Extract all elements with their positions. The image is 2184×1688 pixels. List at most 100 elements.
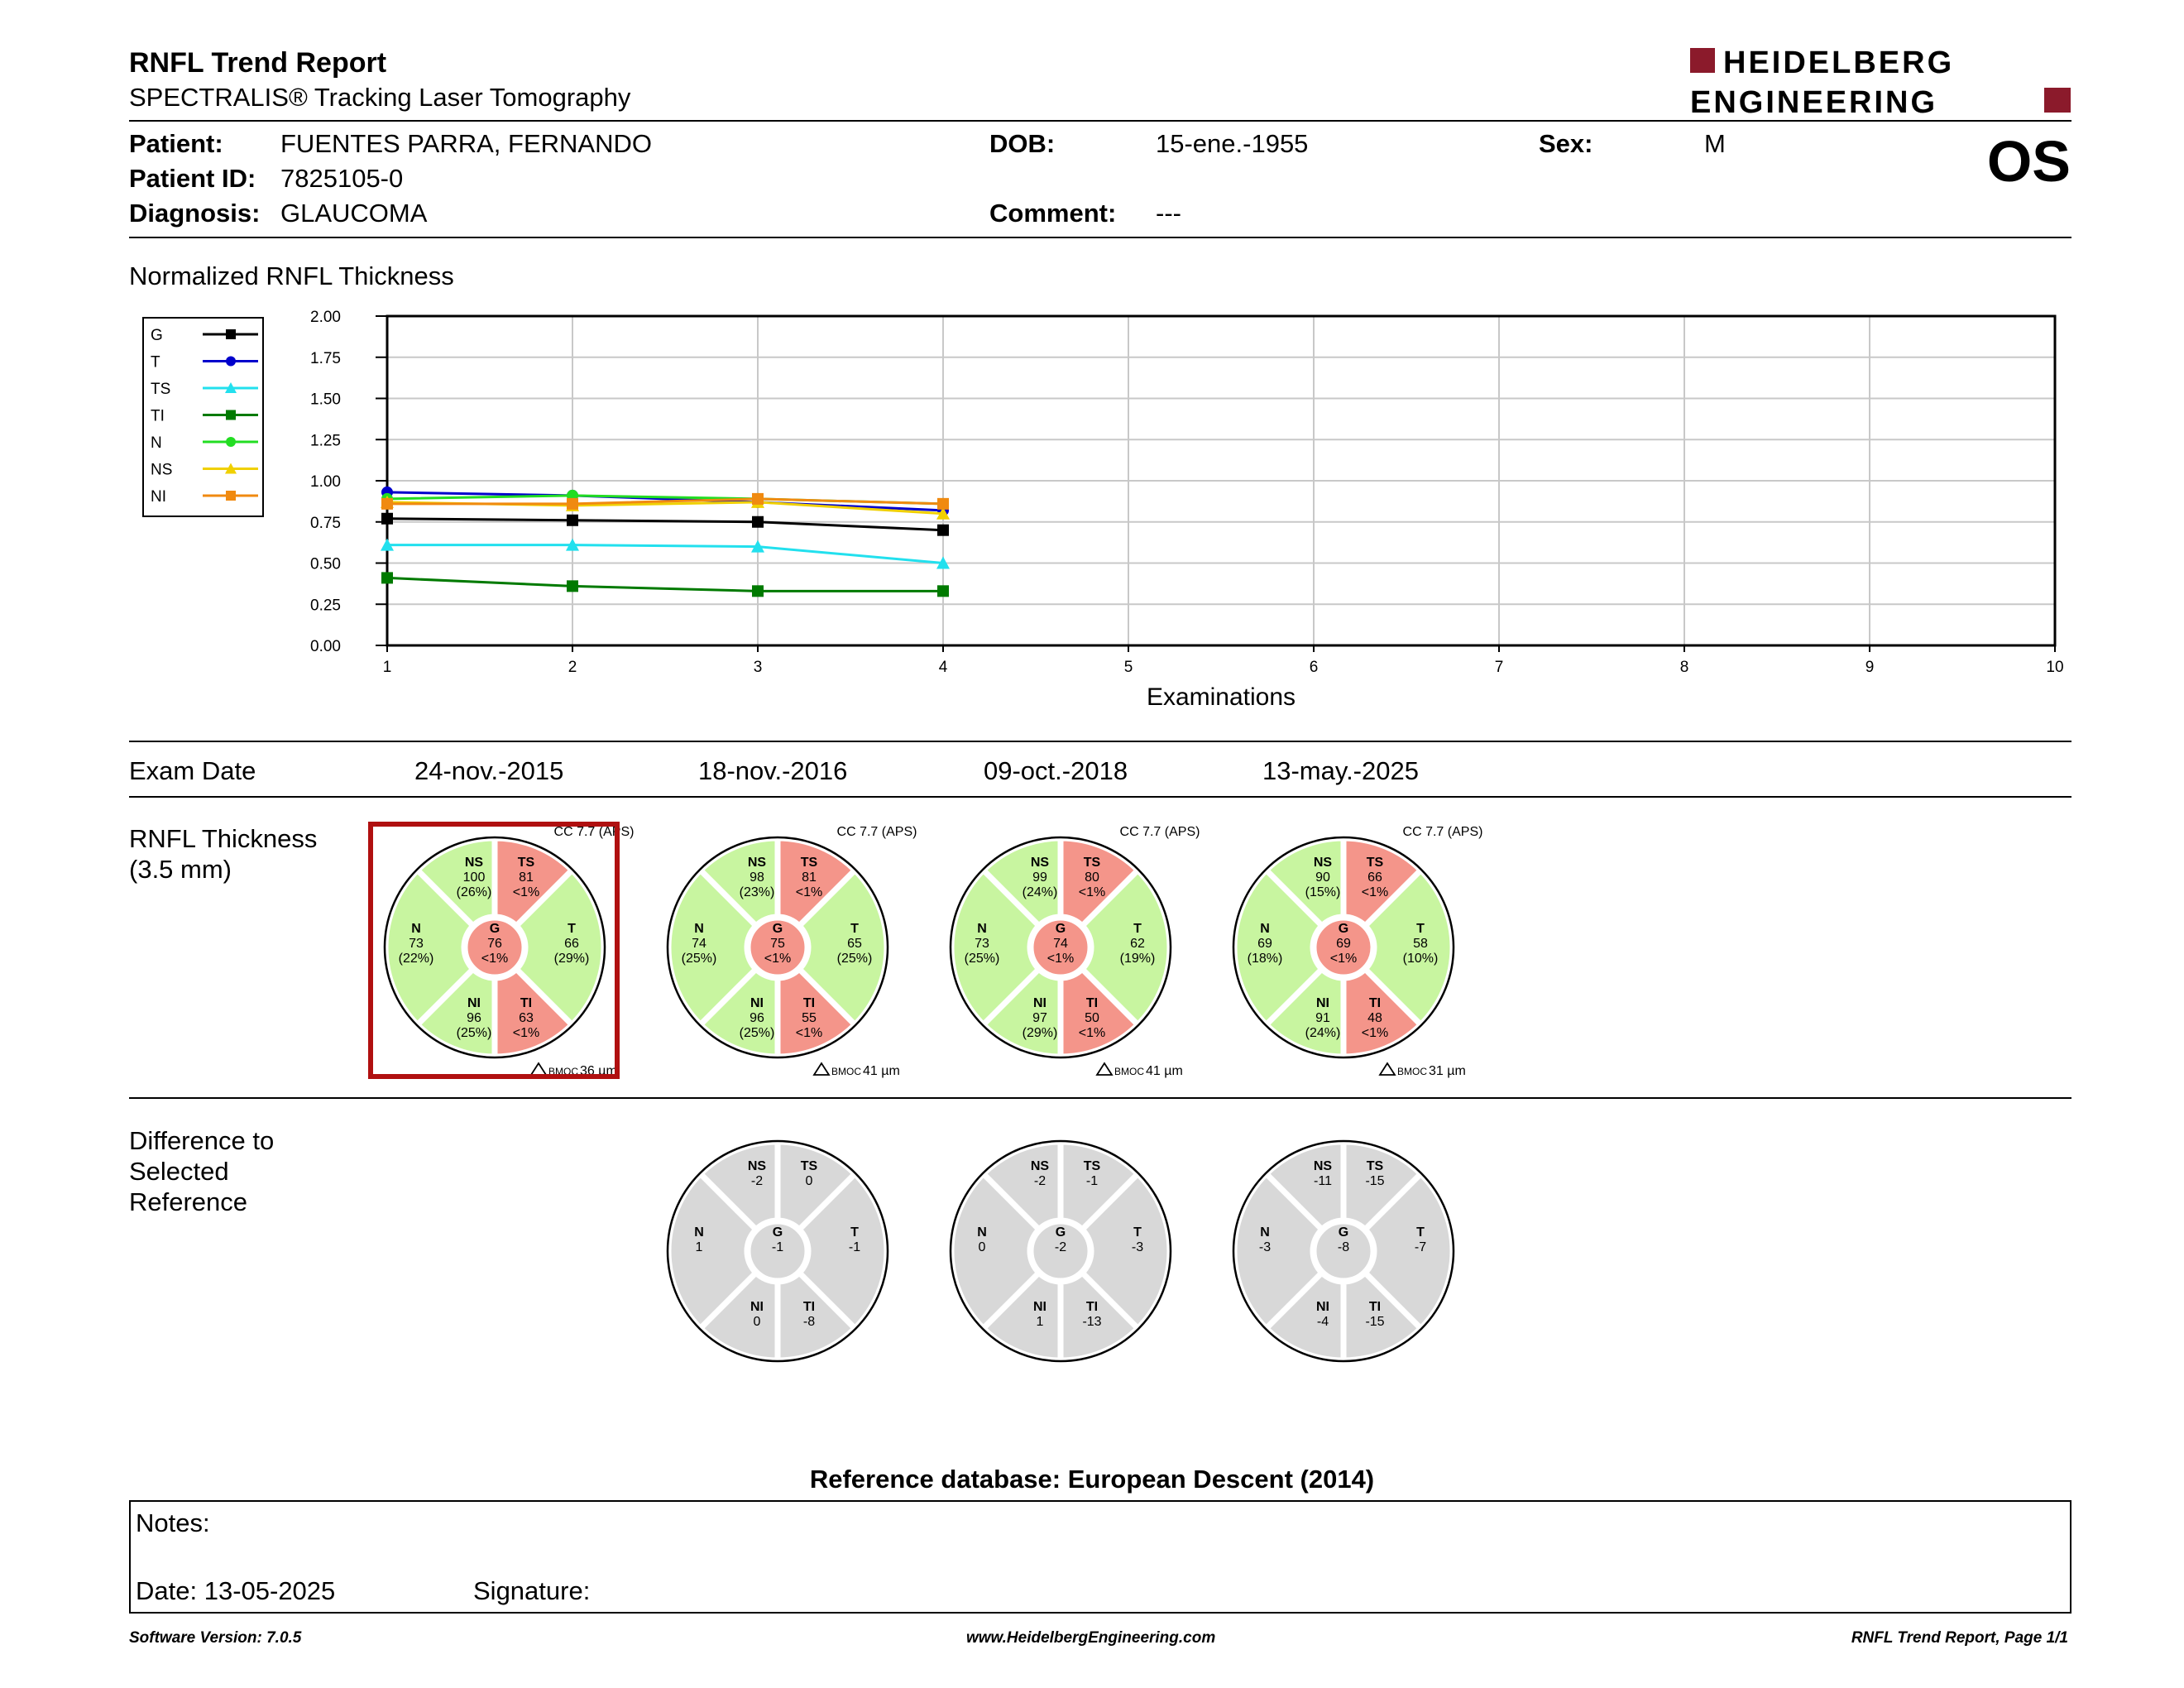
- y-tick-label: 1.25: [310, 432, 341, 449]
- thickness-rule: [129, 1097, 2071, 1099]
- bmo-value: 31 µm: [1429, 1064, 1466, 1078]
- x-tick-label: 4: [939, 659, 948, 676]
- sector-value: -1: [849, 1240, 860, 1254]
- sector-percentile: (10%): [1403, 952, 1439, 966]
- sector-value: -7: [1415, 1240, 1426, 1254]
- sector-percentile: <1%: [1079, 885, 1105, 899]
- sector-value: -2: [1034, 1174, 1046, 1188]
- sector-percentile: (29%): [1023, 1026, 1058, 1040]
- trend-chart: 1 2 3 4 5 6 7 8 9 10 0.00 0.25 0.50 0.75 1.00 1.25 1.50 1…: [142, 309, 2064, 711]
- data-point: [937, 524, 949, 536]
- sector-value: 62: [1130, 937, 1145, 951]
- sector-value: 1: [1037, 1315, 1044, 1329]
- sector-percentile: (25%): [682, 952, 717, 966]
- data-point: [936, 506, 950, 520]
- sector-value: 55: [802, 1011, 817, 1025]
- notes-date: Date: 13-05-2025: [136, 1576, 336, 1605]
- circle-outline: [1232, 1139, 1455, 1363]
- sector-value: -8: [803, 1315, 815, 1329]
- sector-value: -4: [1317, 1315, 1329, 1329]
- sector-label: NI: [1316, 1300, 1329, 1314]
- data-point: [752, 585, 764, 597]
- series-line: [387, 497, 944, 506]
- website-link[interactable]: www.HeidelbergEngineering.com: [966, 1629, 1216, 1647]
- sector-percentile: <1%: [796, 885, 822, 899]
- notes-box[interactable]: Notes: Date: 13-05-2025 Signature:: [129, 1500, 2071, 1614]
- sector-label: T: [850, 1225, 859, 1240]
- sector-label: N: [1260, 922, 1270, 936]
- legend-label: G: [151, 327, 163, 344]
- sector-label: NS: [748, 1159, 767, 1173]
- sector-percentile: <1%: [1362, 885, 1388, 899]
- sector-value: 58: [1413, 937, 1428, 951]
- sector-percentile: (26%): [457, 885, 492, 899]
- sector-percentile: (25%): [457, 1026, 492, 1040]
- sector-value: 80: [1085, 870, 1099, 885]
- sector-label: G: [1339, 922, 1348, 936]
- circle-outline: [949, 1139, 1172, 1363]
- sector-label: G: [490, 922, 500, 936]
- bmo-prefix: BMOC: [1114, 1066, 1144, 1077]
- comment: ---: [1156, 199, 1181, 228]
- chart-rule: [129, 741, 2071, 742]
- bmo-value: 41 µm: [863, 1064, 900, 1078]
- sector-label: TI: [520, 996, 532, 1010]
- x-tick-label: 1: [383, 659, 392, 676]
- x-tick-label: 8: [1680, 659, 1689, 676]
- sector-g: [748, 1221, 807, 1281]
- logo-line2: ENGINEERING: [1690, 85, 1937, 119]
- selected-reference-frame[interactable]: [368, 822, 620, 1079]
- page-number: RNFL Trend Report, Page 1/1: [1851, 1629, 2068, 1647]
- series-ti: [381, 572, 949, 597]
- data-point: [381, 538, 394, 551]
- sector-label: NI: [1033, 996, 1046, 1010]
- sector-label: N: [1260, 1225, 1270, 1240]
- legend-label: NI: [151, 488, 166, 506]
- cc-label: CC 7.7 (APS): [1120, 825, 1200, 839]
- sector-value: 66: [1367, 870, 1382, 885]
- sector-value: 81: [802, 870, 817, 885]
- sector-percentile: (15%): [1305, 885, 1341, 899]
- sector-label: NI: [467, 996, 481, 1010]
- legend-label: NS: [151, 462, 172, 479]
- sector-label: T: [1133, 922, 1142, 936]
- sector-g: [1031, 1221, 1090, 1281]
- logo-line1: HEIDELBERG: [1723, 46, 1954, 80]
- sector-percentile: (29%): [554, 952, 590, 966]
- delta-icon: [1378, 1062, 1396, 1076]
- y-tick-label: 1.50: [310, 391, 341, 409]
- bmo-prefix: BMOC: [1397, 1066, 1427, 1077]
- x-tick-label: 10: [2046, 659, 2063, 676]
- sector-percentile: (24%): [1023, 885, 1058, 899]
- delta-icon: [812, 1062, 831, 1076]
- sector-value: -3: [1132, 1240, 1143, 1254]
- sector-label: G: [773, 922, 783, 936]
- thickness-label-line1: RNFL Thickness: [129, 824, 318, 853]
- x-tick-label: 6: [1310, 659, 1319, 676]
- sector-percentile: <1%: [1047, 952, 1074, 966]
- dob: 15-ene.-1955: [1156, 129, 1309, 158]
- difference-label-line2: Selected: [129, 1157, 229, 1186]
- patient-rule: [129, 237, 2071, 238]
- data-point: [937, 585, 949, 597]
- sector-label: T: [1416, 1225, 1425, 1240]
- sector-label: T: [568, 922, 576, 936]
- exam-date-1: 24-nov.-2015: [414, 756, 564, 785]
- patient-label: Patient:: [129, 129, 223, 158]
- sector-label: TI: [803, 996, 815, 1010]
- plot-frame: [386, 314, 2057, 647]
- y-tick-label: 1.75: [310, 350, 341, 367]
- sector-label: TI: [1086, 1300, 1098, 1314]
- circle-outline: [666, 1139, 889, 1363]
- legend-label: T: [151, 354, 160, 372]
- sector-value: 81: [519, 870, 534, 885]
- data-point: [566, 538, 579, 551]
- sector-percentile: <1%: [764, 952, 791, 966]
- heidelberg-logo: HEIDELBERG ENGINEERING: [1690, 46, 2071, 119]
- diagnosis: GLAUCOMA: [280, 199, 428, 228]
- sector-percentile: (25%): [740, 1026, 775, 1040]
- series-line: [386, 491, 944, 512]
- circle-outline: [949, 836, 1172, 1059]
- sector-value: 74: [692, 937, 706, 951]
- sector-label: NS: [1314, 1159, 1333, 1173]
